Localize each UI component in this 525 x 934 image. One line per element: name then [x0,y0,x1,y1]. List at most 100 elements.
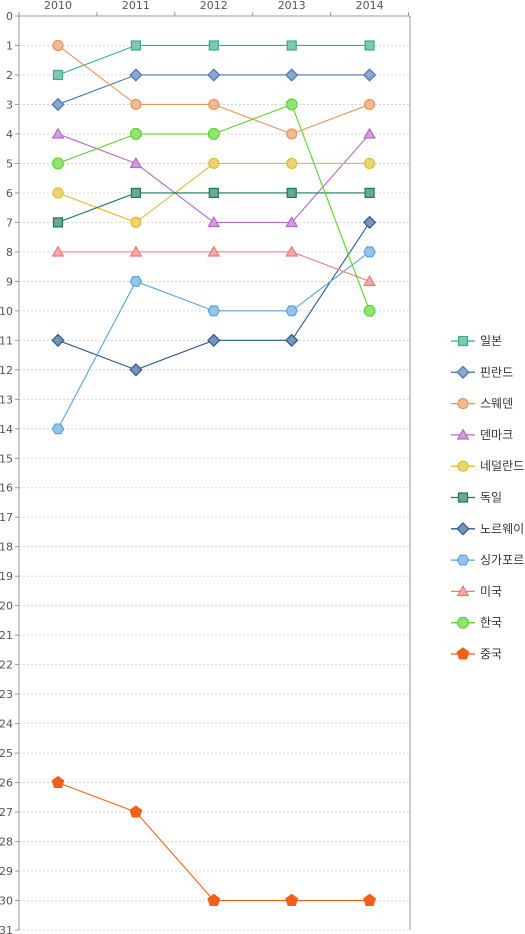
legend-item: 한국 [451,616,502,630]
data-point [129,805,143,818]
data-point [362,68,377,82]
y-tick-label: 12 [0,364,13,377]
x-tick-label: 2012 [200,0,228,12]
legend-label: 독일 [480,491,502,505]
y-tick-label: 17 [0,511,13,524]
legend-label: 미국 [480,584,502,598]
x-tick-label: 2011 [122,0,150,12]
data-point [207,215,221,228]
legend-marker [456,554,470,566]
y-tick-label: 7 [6,216,13,229]
legend-marker [457,492,469,503]
data-point [286,40,297,51]
data-point [130,98,142,111]
data-point [51,97,65,112]
series-line [57,133,371,223]
legend-item: 싱가포르 [451,553,524,567]
y-tick-label: 9 [6,275,13,288]
legend-item: 핀란드 [451,365,513,379]
data-point [52,69,64,81]
x-tick-label: 2010 [44,0,72,12]
y-tick-label: 27 [0,806,13,819]
data-point [207,333,221,347]
y-tick-label: 30 [0,895,13,908]
y-tick-labels: 0123456789101112131415161718192021222324… [0,10,13,934]
data-point [207,245,221,257]
y-tick-label: 25 [0,747,13,760]
data-point [363,127,377,139]
data-point [51,775,65,789]
legend-label: 덴마크 [480,428,513,442]
legend-label: 노르웨이 [480,522,524,536]
y-tick-label: 8 [6,246,13,259]
y-tick-label: 10 [0,305,13,318]
legend-item: 독일 [451,491,502,505]
y-tick-label: 31 [0,924,13,934]
y-tick-label: 23 [0,688,13,701]
y-tick-label: 24 [0,718,13,731]
data-point [285,305,298,317]
y-tick-label: 1 [6,39,13,52]
y-tick-label: 19 [0,570,13,583]
data-point [364,98,376,111]
data-point [207,68,221,82]
y-tick-label: 4 [6,128,13,141]
x-tick-label: 2013 [278,0,306,12]
legend-label: 일본 [480,334,502,348]
y-tick-label: 6 [6,187,13,200]
y-tick-label: 26 [0,777,13,790]
data-point [285,245,299,257]
data-point [208,40,219,51]
data-point [208,128,220,140]
y-tick-label: 16 [0,482,13,495]
data-point [52,187,64,199]
data-point [208,157,220,170]
legend-marker [457,616,469,629]
data-point [286,187,297,199]
legend-label: 중국 [480,647,502,661]
data-point [362,215,377,230]
data-point [51,423,65,435]
data-point [129,68,143,82]
legend-marker [457,460,469,472]
legend-item: 스웨덴 [451,397,513,411]
data-point [52,39,64,52]
data-point [207,893,221,906]
y-tick-label: 15 [0,452,13,465]
series-line [57,222,371,371]
axes [15,12,411,931]
legend-marker [456,365,470,379]
y-tick-label: 21 [0,629,13,642]
legend-marker [457,398,469,410]
legend-label: 네덜란드 [480,459,524,473]
legend-marker [456,585,470,597]
data-point [285,333,299,347]
data-point [130,128,142,140]
data-point [51,245,65,257]
legend-label: 싱가포르 [480,553,524,567]
data-point [52,157,64,170]
data-point [286,157,298,170]
legend-item: 네덜란드 [451,459,524,473]
legend-marker [457,335,469,347]
legend-label: 한국 [480,616,502,630]
data-point [129,363,143,377]
data-point [364,40,375,51]
y-tick-label: 18 [0,541,13,554]
y-tick-label: 11 [0,334,13,347]
legend-marker [456,428,470,440]
data-point [51,127,65,139]
y-tick-label: 13 [0,393,13,406]
data-point [130,187,141,199]
data-point [364,157,376,170]
legend-item: 일본 [451,334,502,348]
series-lines [57,44,371,902]
grid-lines [19,45,410,931]
series-markers [51,39,377,906]
legend-item: 중국 [451,647,502,661]
y-tick-label: 2 [6,69,13,82]
data-point [129,157,143,169]
data-point [285,215,299,228]
